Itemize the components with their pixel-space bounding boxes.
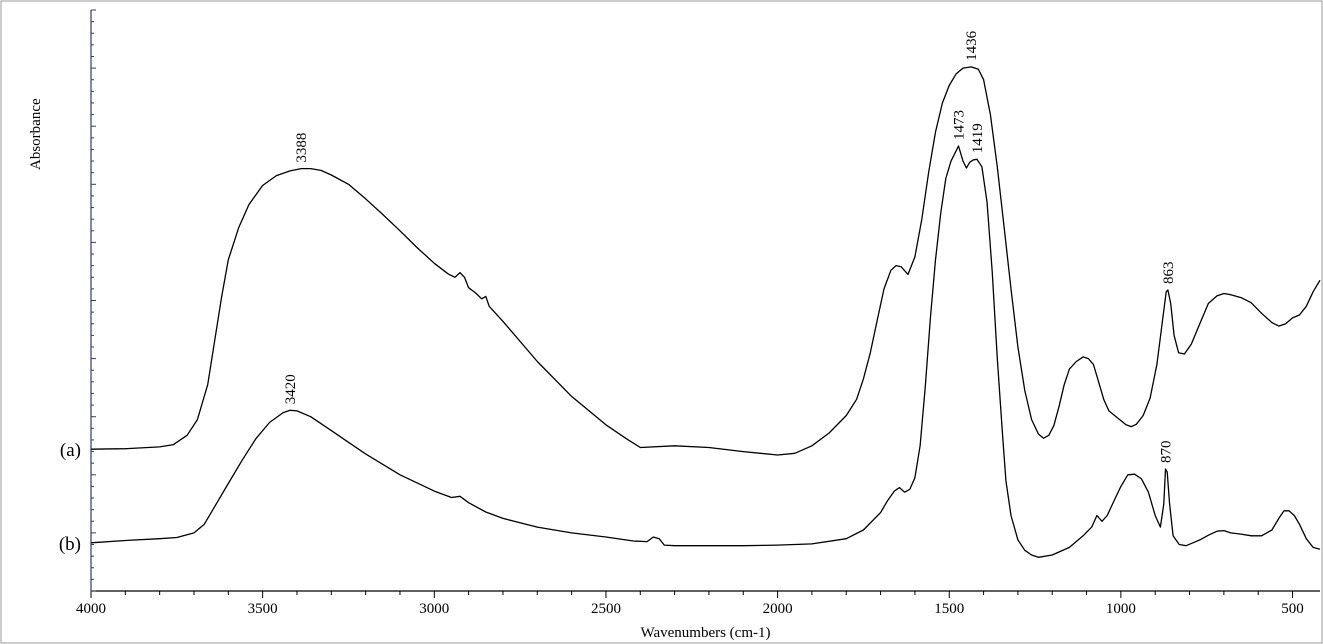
- x-tick-label: 3000: [419, 601, 449, 617]
- series-line-b: [90, 145, 1321, 558]
- peak-label: 3388: [294, 133, 310, 163]
- series-label: (a): [60, 440, 81, 461]
- x-tick-label: 2500: [591, 601, 621, 617]
- peak-label: 1473: [951, 110, 967, 140]
- x-tick-label: 2000: [763, 601, 793, 617]
- x-tick-label: 1000: [1106, 601, 1136, 617]
- peak-label: 3420: [283, 374, 299, 404]
- peak-label: 1419: [970, 123, 986, 153]
- x-tick-label: 4000: [76, 601, 106, 617]
- labels-layer: (a) 3388 1436 863 (b) 3420 1473 1419 870: [59, 30, 1177, 554]
- series-layer: [90, 66, 1321, 558]
- x-tick-label: 3500: [248, 601, 278, 617]
- y-axis-ticks: [91, 9, 96, 592]
- x-tick-label: 1500: [934, 601, 964, 617]
- series-line-a: [90, 66, 1321, 456]
- x-axis-ticks: 4000 3500 3000 2500 2000 1500 1000 500: [76, 591, 1304, 617]
- x-tick-label: 500: [1281, 601, 1304, 617]
- peak-label: 863: [1161, 261, 1177, 284]
- peak-label: 870: [1158, 440, 1174, 463]
- x-axis-title: Wavenumbers (cm-1): [641, 625, 771, 641]
- series-label: (b): [59, 534, 81, 555]
- peak-label: 1436: [964, 30, 980, 61]
- y-axis-title: Absorbance: [28, 98, 44, 170]
